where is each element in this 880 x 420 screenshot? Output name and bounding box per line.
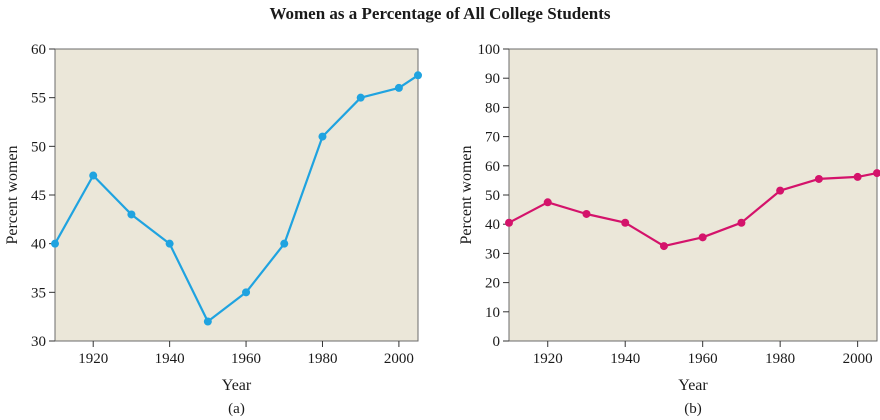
x-tick-label-b-1960: 1960	[688, 351, 718, 367]
data-point-b-1960	[698, 233, 707, 242]
data-point-a-1910	[51, 239, 59, 248]
x-tick-label-a-2000: 2000	[384, 351, 414, 367]
y-tick-label-b-90: 90	[485, 71, 500, 87]
y-tick-label-a-45: 45	[31, 188, 46, 204]
data-point-b-1910	[505, 218, 513, 227]
y-tick-label-a-30: 30	[31, 334, 46, 350]
panel-label-b: (b)	[684, 401, 702, 417]
figure-title: Women as a Percentage of All College Stu…	[269, 4, 611, 23]
data-point-a-1940	[165, 239, 174, 248]
data-point-a-1980	[318, 132, 327, 141]
y-tick-label-b-30: 30	[485, 246, 500, 262]
y-tick-label-b-40: 40	[485, 217, 500, 233]
data-point-a-1950	[203, 317, 212, 326]
y-tick-label-b-80: 80	[485, 100, 500, 116]
x-axis-title-a: Year	[222, 377, 252, 394]
data-point-a-1930	[127, 210, 136, 219]
x-tick-label-b-1980: 1980	[765, 351, 795, 367]
x-tick-label-a-1920: 1920	[78, 351, 108, 367]
data-point-a-2005	[414, 71, 422, 80]
data-point-a-2000	[394, 83, 403, 92]
y-tick-label-a-55: 55	[31, 91, 46, 107]
y-tick-label-a-35: 35	[31, 285, 46, 301]
x-tick-label-b-2000: 2000	[843, 351, 873, 367]
data-point-b-1980	[776, 186, 785, 195]
data-point-b-1950	[659, 242, 668, 251]
x-axis-title-b: Year	[678, 377, 708, 394]
x-tick-label-a-1980: 1980	[307, 351, 337, 367]
data-point-b-1930	[582, 209, 591, 218]
data-point-a-1920	[89, 171, 98, 180]
y-tick-label-b-50: 50	[485, 188, 500, 204]
x-tick-label-b-1940: 1940	[610, 351, 640, 367]
plot-area-b	[508, 48, 878, 342]
y-axis-title-b: Percent women	[458, 145, 475, 244]
y-tick-label-a-60: 60	[31, 42, 46, 58]
data-point-b-1920	[543, 198, 552, 207]
data-point-b-1990	[814, 174, 823, 183]
panel-label-a: (a)	[228, 401, 245, 417]
y-tick-label-b-20: 20	[485, 276, 500, 292]
y-axis-title-a: Percent women	[4, 145, 21, 244]
data-point-a-1970	[280, 239, 289, 248]
x-tick-label-b-1920: 1920	[533, 351, 563, 367]
y-tick-label-a-50: 50	[31, 139, 46, 155]
data-point-b-2005	[873, 169, 880, 178]
data-point-a-1990	[356, 93, 365, 102]
y-tick-label-b-0: 0	[493, 334, 501, 350]
data-point-b-2000	[853, 172, 862, 181]
x-tick-label-a-1940: 1940	[155, 351, 185, 367]
y-tick-label-b-60: 60	[485, 159, 500, 175]
plot-area-a	[54, 48, 419, 342]
y-tick-label-a-40: 40	[31, 237, 46, 253]
data-point-b-1940	[621, 218, 630, 227]
y-tick-label-b-100: 100	[478, 42, 501, 58]
y-tick-label-b-70: 70	[485, 130, 500, 146]
data-point-a-1960	[242, 288, 251, 297]
data-point-b-1970	[737, 218, 746, 227]
x-tick-label-a-1960: 1960	[231, 351, 261, 367]
y-tick-label-b-10: 10	[485, 305, 500, 321]
